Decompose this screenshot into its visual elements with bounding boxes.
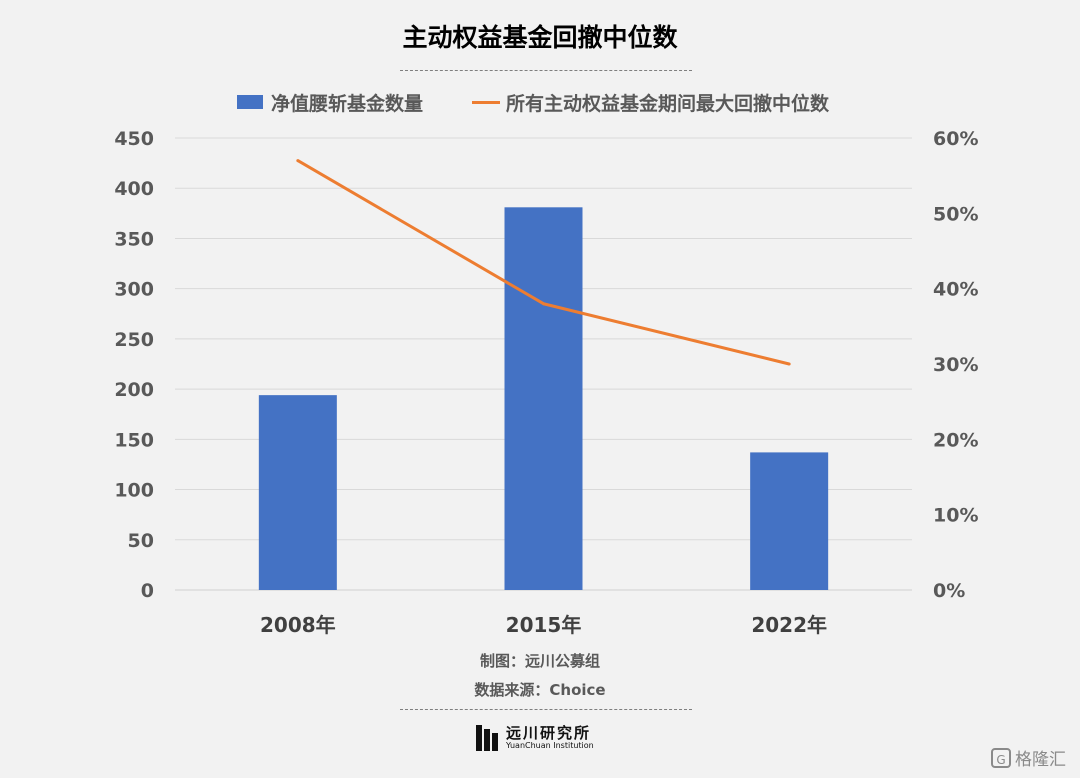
x-tick-label: 2008年 bbox=[260, 613, 336, 637]
legend-line-swatch bbox=[472, 100, 500, 104]
line-point bbox=[542, 302, 545, 306]
y-right-tick-label: 40% bbox=[933, 279, 978, 301]
data-source: 数据来源：Choice bbox=[474, 681, 606, 699]
y-left-tick-label: 400 bbox=[114, 178, 154, 200]
y-left-tick-label: 0 bbox=[141, 580, 154, 602]
y-left-tick-label: 250 bbox=[114, 329, 154, 351]
bar bbox=[258, 395, 337, 590]
line-point bbox=[787, 362, 791, 366]
brand-subtitle: YuanChuan Institution bbox=[506, 741, 594, 750]
chart-maker: 制图：远川公募组 bbox=[479, 652, 600, 670]
legend: 净值腰斩基金数量 所有主动权益基金期间最大回撤中位数 bbox=[0, 88, 1080, 116]
bar bbox=[504, 207, 583, 590]
legend-line-label: 所有主动权益基金期间最大回撤中位数 bbox=[506, 92, 830, 115]
y-left-tick-label: 50 bbox=[128, 530, 154, 552]
y-left-tick-label: 300 bbox=[114, 279, 154, 301]
line-point bbox=[296, 159, 300, 163]
y-right-tick-label: 10% bbox=[933, 505, 978, 527]
x-tick-label: 2015年 bbox=[506, 613, 582, 637]
y-left-tick-label: 450 bbox=[114, 128, 154, 150]
y-left-tick-label: 350 bbox=[114, 228, 154, 250]
legend-item-bar: 净值腰斩基金数量 bbox=[237, 88, 423, 116]
brand-name: 远川研究所 bbox=[506, 724, 592, 742]
watermark-logo-icon: G bbox=[991, 747, 1011, 768]
bar bbox=[750, 452, 829, 590]
y-left-tick-label: 100 bbox=[114, 480, 154, 502]
legend-bar-swatch bbox=[237, 95, 263, 109]
legend-item-line: 所有主动权益基金期间最大回撤中位数 bbox=[472, 88, 829, 116]
footer-divider bbox=[400, 709, 692, 710]
y-right-tick-label: 50% bbox=[933, 203, 978, 225]
y-right-tick-label: 60% bbox=[933, 128, 978, 150]
watermark: G 格隆汇 bbox=[991, 745, 1066, 770]
brand-logo: 远川研究所 YuanChuan Institution bbox=[476, 722, 594, 754]
x-tick-label: 2022年 bbox=[751, 613, 827, 637]
legend-bar-label: 净值腰斩基金数量 bbox=[271, 92, 424, 115]
y-right-tick-label: 0% bbox=[933, 580, 965, 602]
brand-mark-icon bbox=[476, 725, 498, 751]
title-divider bbox=[400, 70, 692, 71]
y-left-tick-label: 200 bbox=[114, 379, 154, 401]
chart-title: 主动权益基金回撤中位数 bbox=[402, 23, 678, 52]
watermark-text: 格隆汇 bbox=[1015, 750, 1066, 770]
y-right-tick-label: 30% bbox=[933, 354, 978, 376]
y-right-tick-label: 20% bbox=[933, 429, 978, 451]
y-left-tick-label: 150 bbox=[114, 429, 154, 451]
